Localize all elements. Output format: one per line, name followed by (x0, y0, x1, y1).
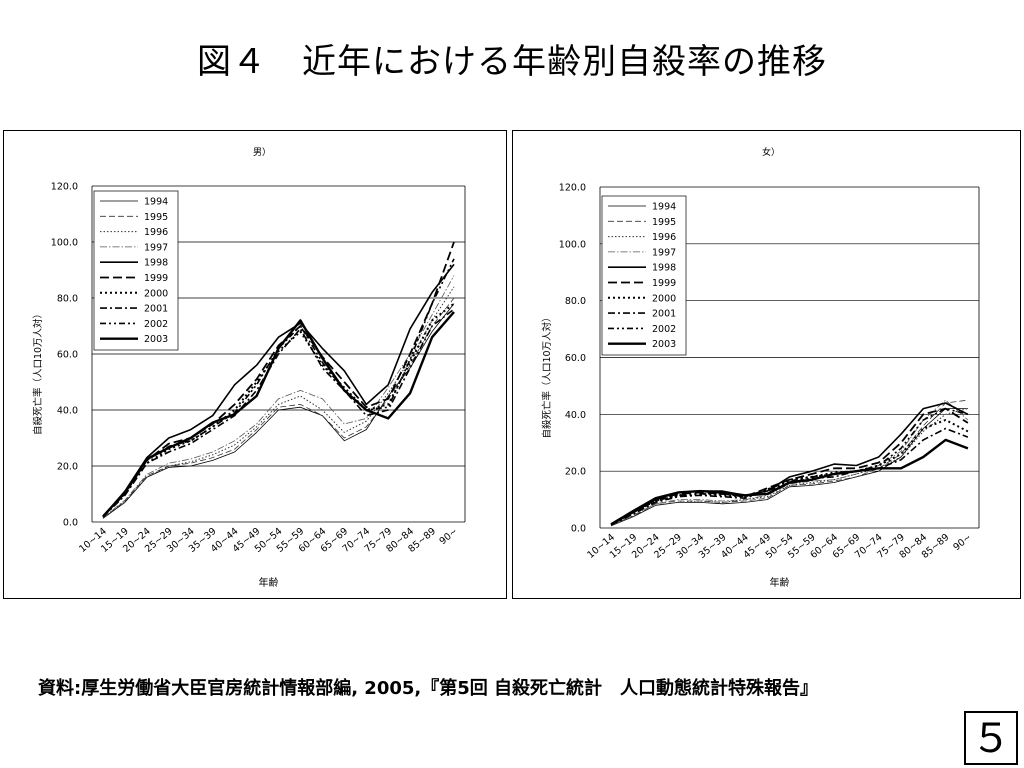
male-series-1995 (102, 297, 455, 519)
male-legend-label: 2002 (144, 319, 168, 330)
female-legend-label: 1994 (652, 202, 676, 213)
male-legend: 1994 1995 1996 1997 1998 1999 2000 2001 2002 2003 (93, 190, 179, 351)
female-series-2001 (610, 427, 969, 526)
female-y-tick-label: 60.0 (565, 353, 586, 364)
female-series-2003 (610, 438, 969, 526)
male-series-1997 (102, 275, 455, 519)
female-legend-label: 2002 (652, 324, 676, 335)
female-y-tick-label: 100.0 (559, 239, 586, 250)
female-y-tick-label: 120.0 (559, 183, 586, 194)
female-x-axis-label: 年齢 (770, 576, 790, 589)
male-legend-label: 2001 (144, 304, 168, 315)
male-y-tick-label: 120.0 (51, 182, 78, 193)
female-legend-label: 2000 (652, 293, 676, 304)
male-y-tick-label: 20.0 (57, 462, 78, 473)
male-series-1994 (102, 303, 455, 519)
male-y-tick-label: 40.0 (57, 406, 78, 417)
female-series-1998 (610, 402, 969, 526)
female-legend-label: 1996 (652, 232, 676, 243)
female-series-2000 (610, 419, 969, 526)
female-legend-label: 2003 (652, 339, 676, 350)
male-chart-title: 男） (253, 147, 271, 158)
female-legend-label: 2001 (652, 309, 676, 320)
male-legend-box (93, 190, 179, 351)
female-y-tick-label: 20.0 (565, 467, 586, 478)
male-y-tick-label: 80.0 (57, 294, 78, 305)
page-number: ５ (964, 711, 1018, 765)
female-legend-label: 1998 (652, 263, 676, 274)
female-x-tick-label: 90~ (951, 532, 973, 553)
female-series-1996 (610, 408, 969, 527)
female-legend-label: 1997 (652, 247, 676, 258)
female-legend-box (601, 195, 687, 356)
male-legend-label: 1994 (144, 197, 168, 208)
male-y-axis-label: 自殺死亡率（人口10万人対） (32, 309, 44, 435)
male-series-1999 (102, 241, 455, 518)
male-legend-label: 1996 (144, 227, 168, 238)
male-legend-label: 2003 (144, 334, 168, 345)
male-legend-label: 1995 (144, 212, 168, 223)
male-series-1998 (102, 263, 455, 517)
female-series-2002 (610, 407, 969, 526)
male-series-2001 (102, 308, 455, 518)
female-y-axis-label: 自殺死亡率（人口10万人対） (541, 312, 553, 438)
male-suicide-rate-chart: 男）0.020.040.060.080.0100.0120.010~1415~1… (32, 147, 466, 589)
female-y-tick-label: 0.0 (571, 524, 586, 535)
male-y-tick-label: 0.0 (63, 518, 78, 529)
female-legend: 1994 1995 1996 1997 1998 1999 2000 2001 2002 2003 (601, 195, 687, 356)
male-x-axis-label: 年齢 (259, 576, 279, 589)
source-citation: 資料:厚生労働省大臣官房統計情報部編, 2005,『第5回 自殺死亡統計 人口動… (38, 678, 819, 699)
chart-panel-female: 女） 0.0 20.0 40.0 60.0 80.0 100.0 120.0 10~14 15~1… (512, 130, 1021, 599)
female-chart-title: 女） (762, 146, 780, 158)
male-legend-label: 1997 (144, 242, 168, 253)
male-series-2003 (102, 311, 455, 518)
female-y-tick-label: 80.0 (565, 296, 586, 307)
male-legend-label: 1999 (144, 273, 168, 284)
male-legend-label: 2000 (144, 288, 168, 299)
chart-panel-male: 男） 0.0 20.0 40.0 60.0 80.0 100.0 120.0 10~14 15~1… (3, 130, 507, 599)
male-legend-label: 1998 (144, 258, 168, 269)
male-y-tick-label: 60.0 (57, 350, 78, 361)
male-y-tick-label: 100.0 (51, 238, 78, 249)
female-series-1999 (610, 407, 969, 526)
female-y-tick-label: 40.0 (565, 410, 586, 421)
slide-title: 図４ 近年における年齢別自殺率の推移 (197, 42, 827, 82)
female-series-1997 (610, 399, 969, 526)
male-x-tick-label: 90~ (438, 526, 460, 547)
female-legend-label: 1995 (652, 217, 676, 228)
female-suicide-rate-chart: 女）0.020.040.060.080.0100.0120.010~1415~1… (541, 146, 980, 589)
male-series-1996 (102, 286, 455, 519)
female-legend-label: 1999 (652, 278, 676, 289)
